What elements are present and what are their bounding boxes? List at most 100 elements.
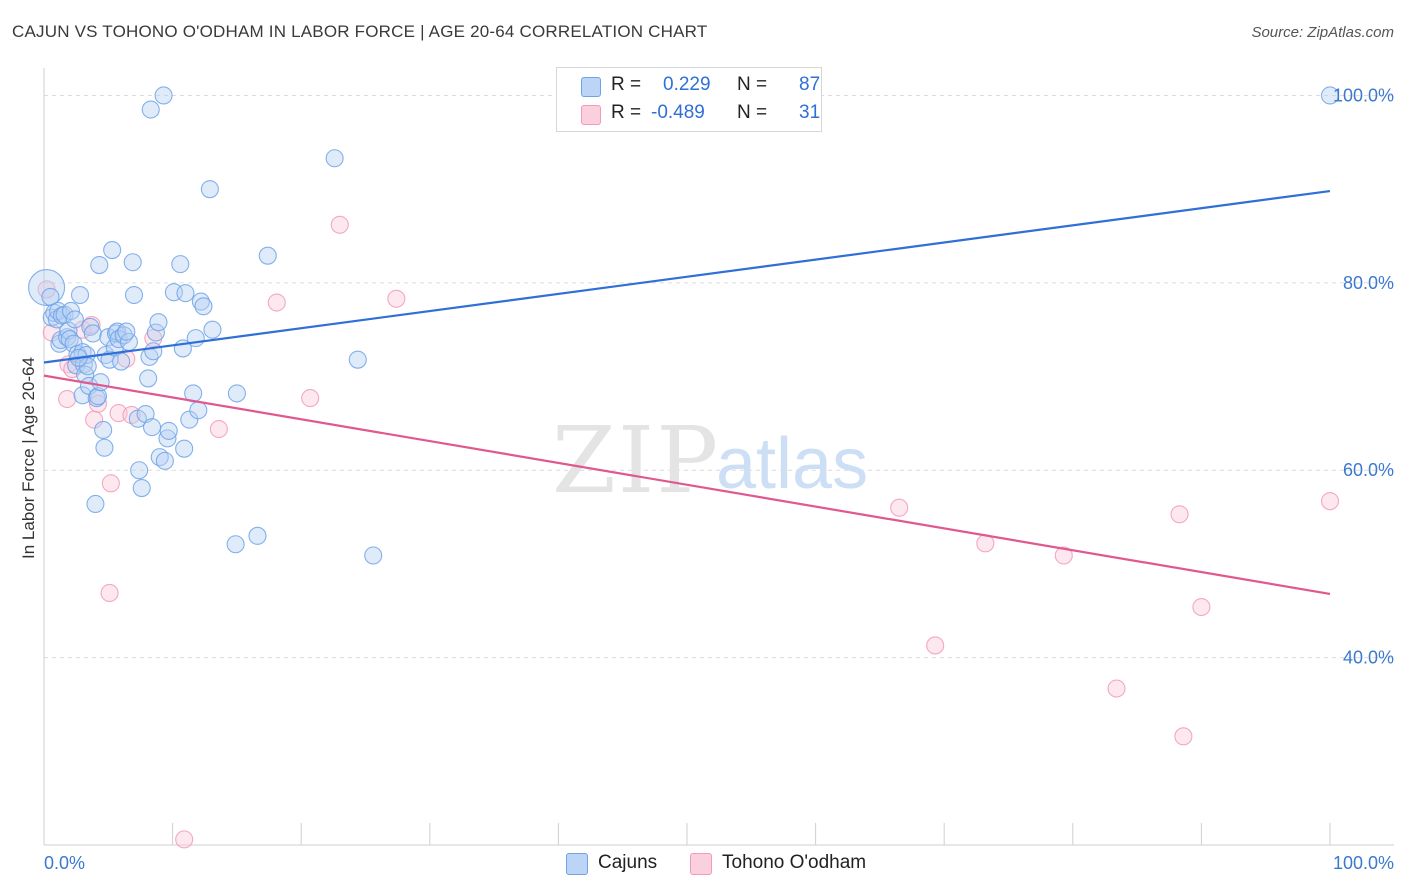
data-point-tohono-oodham [1192, 597, 1211, 617]
data-point-cajuns [146, 323, 165, 342]
data-point-cajuns [91, 373, 110, 392]
data-point-tohono-oodham [1170, 505, 1189, 524]
legend-r-label: R = [611, 74, 642, 95]
data-point-cajuns [194, 297, 213, 316]
data-point-cajuns [28, 268, 66, 307]
data-point-cajuns [86, 494, 105, 514]
correlation-legend: R = 0.229 N = 87 R = -0.489 N = 31 [556, 67, 822, 132]
data-point-cajuns [83, 324, 102, 343]
y-axis-label: In Labor Force | Age 20-64 [19, 357, 38, 559]
chart-source: Source: ZipAtlas.com [1251, 24, 1394, 41]
data-point-cajuns [141, 100, 160, 119]
chart-title: CAJUN VS TOHONO O'ODHAM IN LABOR FORCE |… [12, 22, 708, 41]
data-point-cajuns [171, 255, 190, 274]
y-tick-label: 80.0% [1343, 273, 1394, 293]
data-point-cajuns [191, 292, 210, 311]
data-point-cajuns [132, 478, 151, 498]
data-point-cajuns [94, 420, 113, 440]
data-point-cajuns [142, 418, 162, 437]
bottom-legend-swatch-tohono-oodham [690, 853, 712, 875]
data-point-cajuns [144, 342, 163, 361]
y-tick-label: 60.0% [1343, 460, 1394, 480]
data-point-cajuns [226, 535, 245, 554]
bottom-legend-label: Tohono O'odham [722, 852, 867, 873]
watermark-atlas: atlas [716, 424, 868, 504]
data-point-tohono-oodham [387, 289, 406, 308]
legend-swatch-cajuns [581, 77, 601, 97]
data-point-cajuns [155, 451, 174, 470]
data-point-cajuns [158, 429, 177, 448]
data-point-tohono-oodham [101, 474, 120, 493]
watermark-zip: ZIP [552, 407, 720, 514]
data-point-cajuns [124, 285, 144, 305]
legend-n-value: 31 [799, 102, 821, 123]
data-point-cajuns [139, 369, 158, 388]
data-point-cajuns [325, 149, 344, 168]
legend-r-value: 0.229 [663, 74, 711, 95]
data-point-cajuns [58, 328, 77, 347]
data-point-cajuns [65, 310, 84, 329]
data-point-cajuns [248, 526, 267, 545]
bottom-legend-label: Cajuns [598, 852, 658, 873]
data-point-tohono-oodham [926, 636, 945, 655]
data-point-cajuns [70, 285, 90, 305]
data-point-cajuns [189, 401, 208, 420]
y-tick-label: 100.0% [1333, 85, 1394, 105]
gridlines [44, 94, 1394, 659]
data-point-cajuns [348, 350, 367, 369]
data-point-cajuns [61, 301, 81, 321]
data-point-cajuns [73, 386, 92, 405]
data-point-cajuns [154, 86, 173, 105]
data-point-cajuns [112, 352, 131, 371]
data-point-tohono-oodham [1174, 727, 1193, 746]
tick-labels: 40.0% 60.0% 80.0% 100.0% 0.0% 100.0% [44, 85, 1394, 873]
data-point-tohono-oodham [330, 215, 349, 234]
data-point-cajuns [364, 546, 383, 565]
data-point-tohono-oodham [1054, 546, 1073, 565]
data-point-tohono-oodham [100, 583, 119, 603]
data-point-cajuns [117, 322, 136, 341]
data-point-tohono-oodham [175, 830, 194, 849]
data-point-cajuns [88, 387, 108, 406]
data-point-tohono-oodham [301, 389, 320, 408]
data-point-cajuns [130, 461, 149, 480]
legend-n-value: 87 [799, 74, 821, 95]
data-point-cajuns [90, 256, 109, 275]
legend-r-value: -0.489 [651, 102, 705, 123]
data-point-tohono-oodham [88, 394, 108, 413]
data-point-tohono-oodham [209, 419, 228, 439]
trend-line-cajuns [43, 189, 1331, 364]
data-point-cajuns [258, 246, 277, 265]
data-point-cajuns [1320, 86, 1340, 105]
data-point-tohono-oodham [1107, 679, 1126, 698]
trend-line-tohono-oodham [43, 374, 1331, 595]
data-point-cajuns [95, 438, 114, 457]
data-point-cajuns [203, 320, 222, 339]
data-point-cajuns [175, 439, 194, 458]
data-point-tohono-oodham [890, 498, 909, 517]
data-point-tohono-oodham [58, 389, 77, 409]
legend-r-label: R = [611, 102, 642, 123]
x-tick-label: 0.0% [44, 853, 85, 873]
legend-swatch-tohono-oodham [581, 105, 601, 125]
bottom-legend-swatch-cajuns [566, 853, 588, 875]
trend-lines [43, 189, 1331, 595]
data-point-cajuns [227, 384, 246, 403]
legend-n-label: N = [737, 74, 768, 95]
axes [43, 68, 1394, 846]
data-point-cajuns [176, 284, 195, 303]
legend-n-label: N = [737, 102, 768, 123]
data-point-cajuns [200, 180, 219, 199]
data-point-cajuns [103, 241, 122, 260]
data-point-tohono-oodham [267, 293, 286, 312]
data-point-cajuns [123, 253, 142, 272]
data-point-cajuns [149, 313, 168, 332]
series-cajuns [28, 86, 1340, 565]
data-point-cajuns [136, 404, 155, 424]
y-tick-label: 40.0% [1343, 648, 1394, 668]
x-tick-label: 100.0% [1333, 853, 1394, 873]
data-point-tohono-oodham [1320, 492, 1340, 511]
watermark: ZIP atlas [552, 407, 868, 514]
data-point-cajuns [159, 421, 178, 440]
